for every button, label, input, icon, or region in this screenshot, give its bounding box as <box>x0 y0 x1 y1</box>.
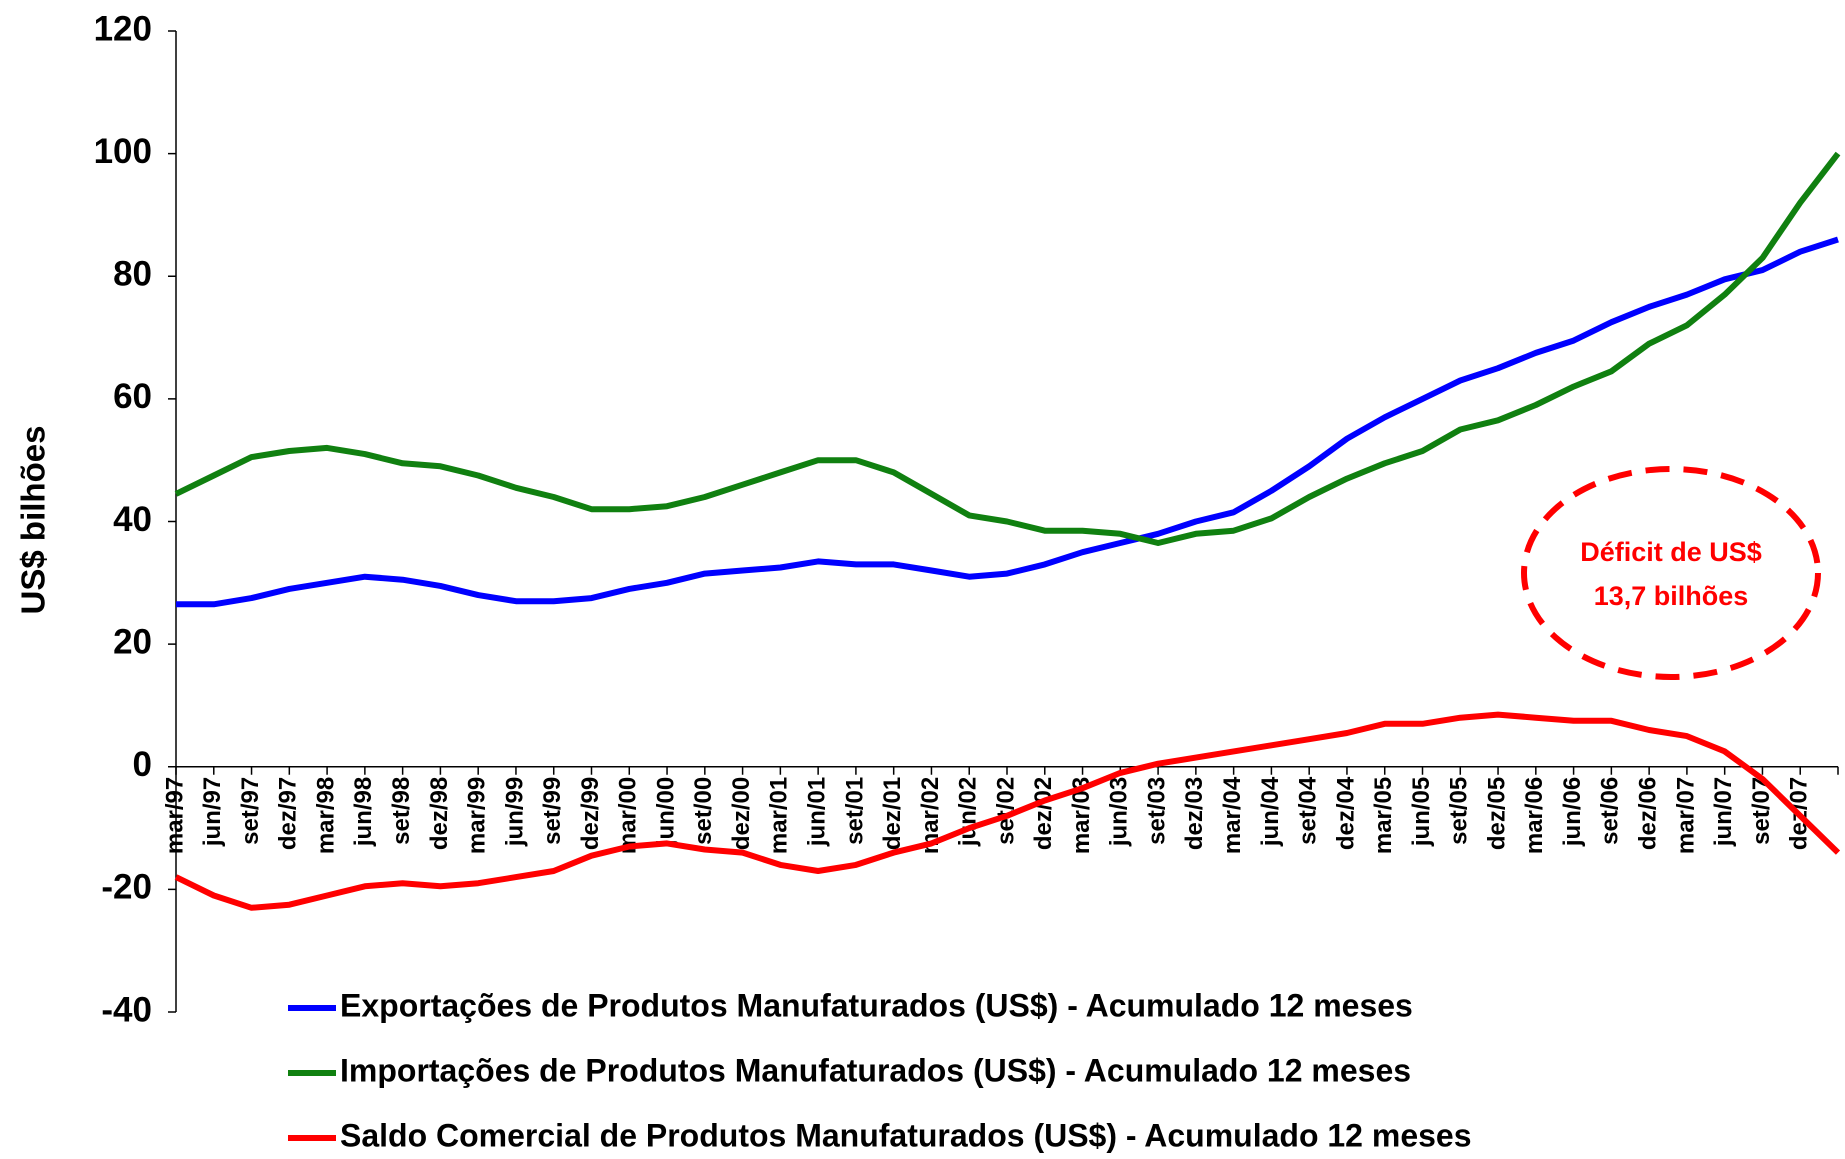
y-tick-label: 20 <box>113 622 152 661</box>
x-tick-label: jun/98 <box>350 777 377 847</box>
x-tick-label: jun/97 <box>199 777 226 847</box>
x-tick-label: set/99 <box>539 777 566 845</box>
x-tick-label: jun/99 <box>501 777 528 847</box>
y-tick-label: 0 <box>133 745 152 784</box>
y-axis-label: US$ bilhões <box>15 426 52 615</box>
x-tick-label: mar/07 <box>1672 777 1699 854</box>
x-tick-label: dez/03 <box>1181 777 1208 850</box>
legend-label: Exportações de Produtos Manufaturados (U… <box>340 987 1413 1023</box>
series-line <box>174 151 1841 546</box>
x-tick-label: dez/00 <box>728 777 755 850</box>
x-tick-label: dez/05 <box>1483 777 1510 850</box>
x-tick-label: jun/00 <box>652 777 679 847</box>
x-tick-label: dez/04 <box>1332 776 1359 850</box>
series-line <box>174 711 1841 911</box>
x-tick-label: jun/04 <box>1257 776 1284 847</box>
x-tick-label: dez/01 <box>879 777 906 850</box>
x-tick-label: set/97 <box>237 777 264 845</box>
x-tick-label: dez/97 <box>275 777 302 850</box>
x-tick-label: set/05 <box>1446 777 1473 845</box>
legend-label: Importações de Produtos Manufaturados (U… <box>340 1052 1411 1088</box>
y-tick-label: 60 <box>113 377 152 416</box>
x-tick-label: set/98 <box>388 777 415 845</box>
y-tick-label: -20 <box>101 868 152 907</box>
x-tick-label: set/04 <box>1295 776 1322 845</box>
x-tick-label: mar/98 <box>312 777 339 854</box>
x-tick-label: dez/02 <box>1030 777 1057 850</box>
x-tick-label: jun/06 <box>1559 777 1586 847</box>
y-tick-label: 80 <box>113 255 152 294</box>
x-tick-label: mar/00 <box>615 777 642 854</box>
x-tick-label: set/03 <box>1143 777 1170 845</box>
y-tick-label: 120 <box>94 9 152 48</box>
annotation: Déficit de US$ <box>1580 537 1762 567</box>
x-tick-label: dez/99 <box>577 777 604 850</box>
annotation: 13,7 bilhões <box>1594 581 1749 611</box>
x-tick-label: mar/05 <box>1370 777 1397 854</box>
x-tick-label: mar/99 <box>464 777 491 854</box>
x-tick-label: dez/06 <box>1634 777 1661 850</box>
x-tick-label: set/01 <box>841 777 868 845</box>
x-tick-label: mar/97 <box>161 777 188 854</box>
series-line <box>176 236 1839 608</box>
x-tick-label: jun/01 <box>803 777 830 847</box>
x-tick-label: jun/02 <box>955 777 982 847</box>
x-tick-label: set/00 <box>690 777 717 845</box>
y-tick-label: 100 <box>94 132 152 171</box>
x-tick-label: dez/98 <box>426 777 453 850</box>
annotation-ellipse <box>1521 466 1821 680</box>
y-tick-label: -40 <box>101 990 152 1029</box>
legend-label: Saldo Comercial de Produtos Manufaturado… <box>340 1117 1472 1153</box>
x-tick-label: mar/01 <box>766 777 793 854</box>
x-tick-label: jun/07 <box>1710 777 1737 847</box>
y-tick-label: 40 <box>113 500 152 539</box>
x-tick-label: jun/03 <box>1106 777 1133 847</box>
x-tick-label: mar/06 <box>1521 777 1548 854</box>
x-tick-label: jun/05 <box>1408 777 1435 847</box>
x-tick-label: set/06 <box>1597 777 1624 845</box>
x-tick-label: mar/04 <box>1219 776 1246 854</box>
